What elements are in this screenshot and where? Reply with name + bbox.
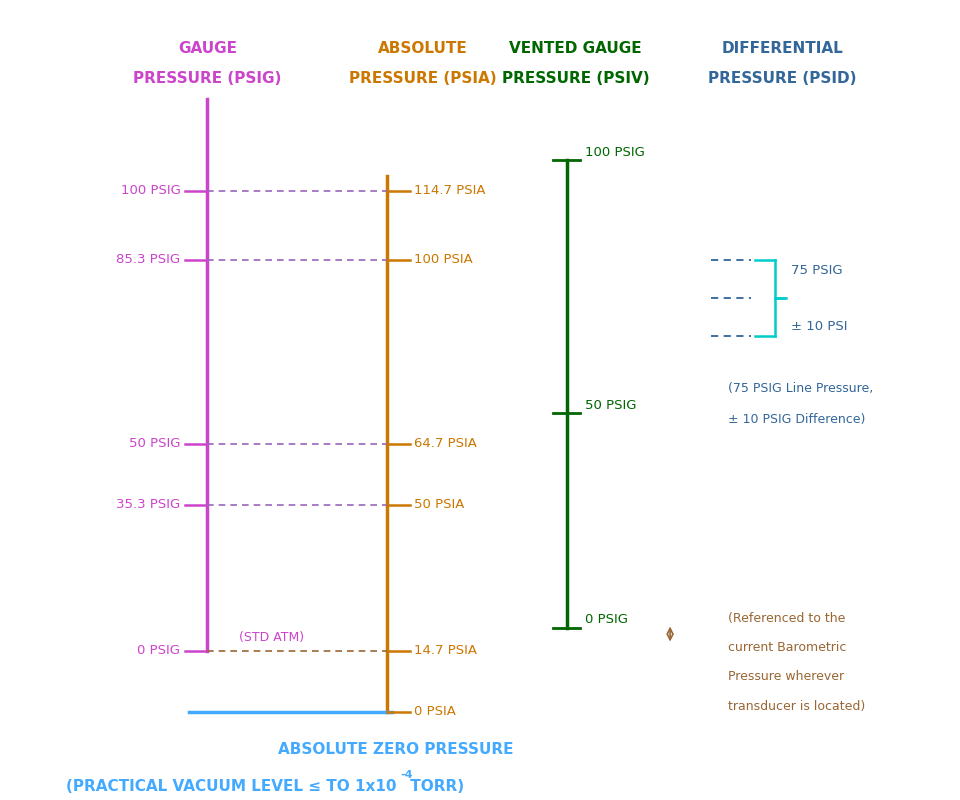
Text: PRESSURE (PSID): PRESSURE (PSID) [708, 70, 856, 86]
Text: TORR): TORR) [405, 779, 465, 794]
Text: transducer is located): transducer is located) [729, 699, 866, 713]
Text: VENTED GAUGE: VENTED GAUGE [510, 42, 642, 57]
Text: 100 PSIG: 100 PSIG [585, 146, 644, 159]
Text: 75 PSIG: 75 PSIG [791, 264, 843, 277]
Text: current Barometric: current Barometric [729, 642, 847, 654]
Text: GAUGE: GAUGE [178, 42, 237, 57]
Text: ABSOLUTE ZERO PRESSURE: ABSOLUTE ZERO PRESSURE [278, 742, 514, 758]
Text: 14.7 PSIA: 14.7 PSIA [414, 644, 477, 657]
Text: ABSOLUTE: ABSOLUTE [378, 42, 468, 57]
Text: ± 10 PSI: ± 10 PSI [791, 319, 848, 333]
Text: 85.3 PSIG: 85.3 PSIG [116, 254, 180, 266]
Text: 35.3 PSIG: 35.3 PSIG [116, 498, 180, 511]
Text: (Referenced to the: (Referenced to the [729, 612, 846, 626]
Text: PRESSURE (PSIA): PRESSURE (PSIA) [349, 70, 497, 86]
Text: (STD ATM): (STD ATM) [239, 631, 304, 645]
Text: 64.7 PSIA: 64.7 PSIA [414, 437, 477, 450]
Text: PRESSURE (PSIG): PRESSURE (PSIG) [133, 70, 281, 86]
Text: 0 PSIG: 0 PSIG [137, 644, 180, 657]
Text: (PRACTICAL VACUUM LEVEL ≤ TO 1x10: (PRACTICAL VACUUM LEVEL ≤ TO 1x10 [65, 779, 396, 794]
Text: 50 PSIG: 50 PSIG [129, 437, 180, 450]
Text: (75 PSIG Line Pressure,: (75 PSIG Line Pressure, [729, 382, 874, 395]
Text: 114.7 PSIA: 114.7 PSIA [414, 184, 486, 198]
Text: 100 PSIA: 100 PSIA [414, 254, 473, 266]
Text: 100 PSIG: 100 PSIG [121, 184, 180, 198]
Text: 50 PSIG: 50 PSIG [585, 399, 636, 412]
Text: DIFFERENTIAL: DIFFERENTIAL [722, 42, 843, 57]
Text: Pressure wherever: Pressure wherever [729, 670, 845, 683]
Text: -4: -4 [400, 770, 413, 780]
Text: PRESSURE (PSIV): PRESSURE (PSIV) [502, 70, 650, 86]
Text: 50 PSIA: 50 PSIA [414, 498, 465, 511]
Text: ± 10 PSIG Difference): ± 10 PSIG Difference) [729, 413, 866, 426]
Text: 0 PSIG: 0 PSIG [585, 614, 628, 626]
Text: 0 PSIA: 0 PSIA [414, 706, 456, 718]
